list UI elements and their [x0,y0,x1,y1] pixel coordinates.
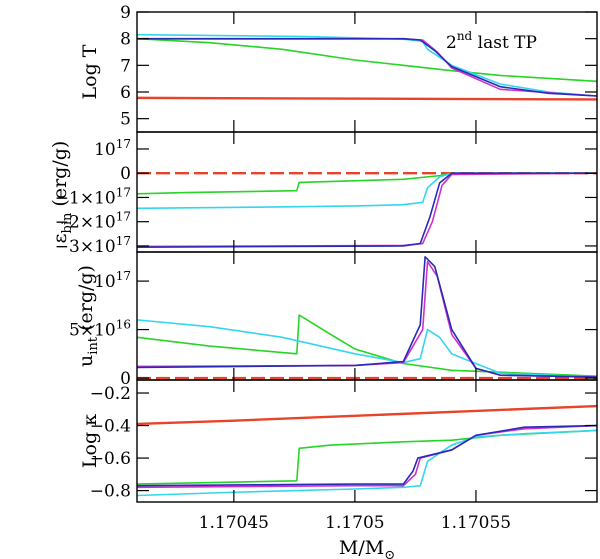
y-tick-label: 9 [120,3,131,23]
y-tick-label: −0.2 [90,384,131,404]
tick-exponent: 17 [116,269,131,283]
x-tick-label: 1.17045 [199,513,269,533]
y-label-symbol: u [75,355,97,367]
y-tick-label: 0 [120,369,131,389]
tick-exponent: 17 [116,185,131,199]
series-group [137,33,597,101]
y-axis-label: εbin (erg/g) [49,141,75,244]
series-line-blue [137,37,597,97]
panel-frame [136,11,598,133]
x-label-main: M/M [339,537,384,559]
panel-annotation: 2nd last TP [446,29,537,53]
y-tick-label: −0.8 [90,482,131,502]
series-line-cyan [137,429,597,497]
panel-frame [136,251,598,381]
series-line-green [137,37,597,83]
tick-mantissa: 5×10 [69,321,116,341]
tick-mantissa: 0 [120,164,131,184]
x-axis-label: M/M⊙ [339,537,395,559]
tick-mantissa: −2×10 [55,213,116,233]
y-tick-label: −0.4 [90,417,131,437]
tick-exponent: 17 [116,210,131,224]
series-line-green [137,429,597,485]
x-tick-label: 1.1705 [325,513,384,533]
y-tick-label: 5 [120,110,131,130]
tick-mantissa: −3×10 [55,237,116,257]
y-label-symbol: ε [49,233,71,243]
y-tick-label: −0.6 [90,449,131,469]
tick-mantissa: 0 [120,369,131,389]
panel-logT: 5 6 7 8 9 Log T 2nd last TP [79,3,598,133]
panel-logkappa: −0.2 −0.4 −0.6 −0.8 Log κ [79,379,598,503]
series-line-blue [137,424,597,487]
series-line-red [137,96,597,101]
series-group [137,404,597,497]
series-line-magenta [137,260,597,378]
tick-exponent: 17 [116,234,131,248]
series-line-magenta [137,172,597,248]
y-label-subscript: bin [60,212,75,233]
series-line-cyan [137,172,597,210]
tick-mantissa: 10 [94,140,116,160]
y-tick-label: 7 [120,56,131,76]
x-label-subscript: ⊙ [384,548,395,559]
annotation-superscript: nd [457,29,473,43]
panel-frame [136,379,598,503]
y-tick-label: 6 [120,83,131,103]
y-axis-label: uint (erg/g) [75,265,101,367]
y-label-units: (erg/g) [49,141,71,213]
y-tick-label: −2×1017 [55,210,131,233]
series-group [137,172,597,248]
y-tick-label: −3×1017 [55,234,131,257]
y-axis-label: Log T [79,44,101,99]
tick-mantissa: 10 [94,272,116,292]
y-axis-label: Log κ [79,414,101,468]
annotation-text-rest: last TP [472,33,537,53]
y-tick-label: 1017 [94,269,131,292]
series-line-green [137,172,597,195]
series-line-red [137,404,597,426]
y-label-units: (erg/g) [75,265,97,337]
y-tick-label: −1×1017 [55,185,131,208]
y-label-subscript: int [86,336,101,355]
series-group [137,256,597,380]
y-tick-label: 0 [120,164,131,184]
series-line-green [137,314,597,377]
annotation-text: 2 [446,33,457,53]
series-line-blue [137,256,597,378]
tick-exponent: 16 [116,318,131,332]
series-line-cyan [137,319,597,378]
panel-uint: 1017 5×1016 0 uint (erg/g) [69,251,598,389]
y-tick-label: 1017 [94,137,131,160]
tick-mantissa: −1×10 [55,188,116,208]
series-line-blue [137,172,597,248]
y-tick-label: 8 [120,30,131,50]
tick-exponent: 17 [116,137,131,151]
series-line-magenta [137,424,597,489]
x-tick-label: 1.17055 [441,513,511,533]
series-line-cyan [137,33,597,97]
y-tick-label: 5×1016 [69,318,131,341]
